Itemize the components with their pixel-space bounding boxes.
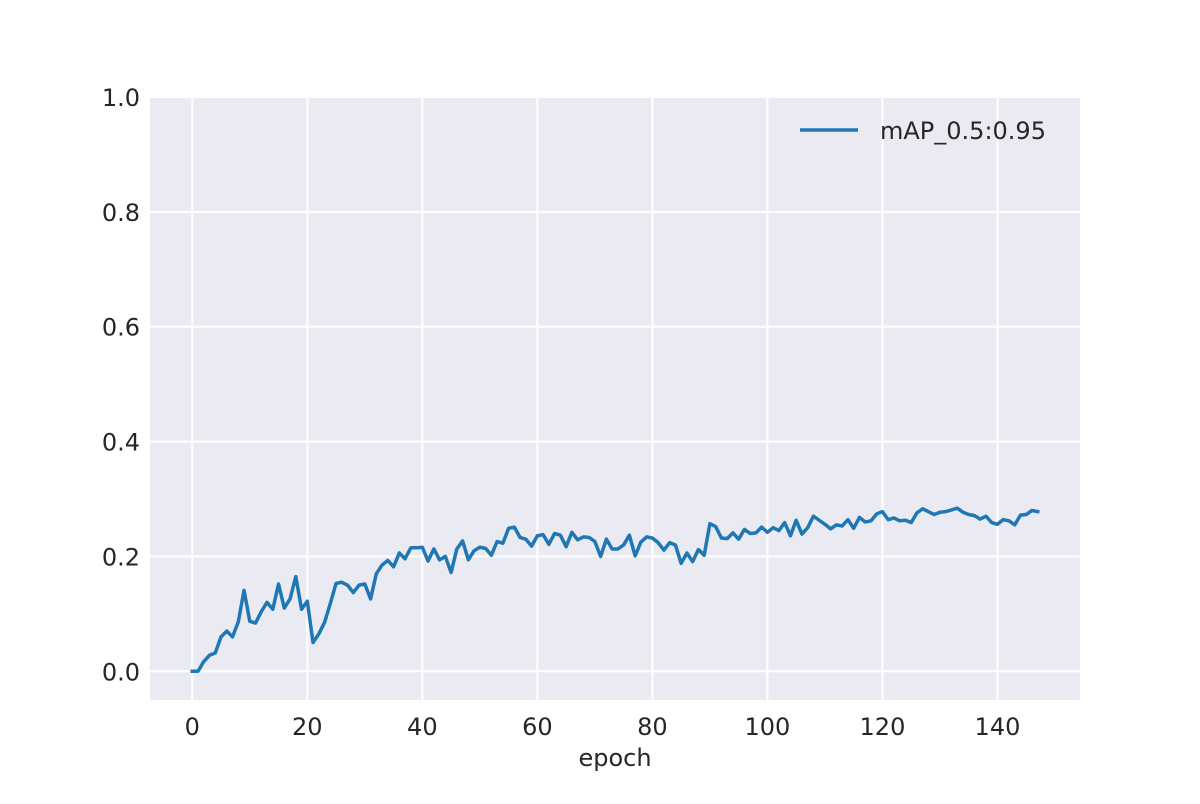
legend-label: mAP_0.5:0.95	[880, 117, 1046, 145]
x-tick-label: 40	[407, 713, 438, 741]
x-tick-label: 140	[975, 713, 1021, 741]
tick-labels: 0 20 40 60 80 100 120 140 0.0 0.2 0.4 0.6 0.8 1.0	[102, 84, 1021, 741]
y-tick-label: 0.2	[102, 543, 140, 571]
series-layer	[190, 506, 1040, 674]
x-tick-label: 60	[522, 713, 553, 741]
y-tick-label: 0.0	[102, 658, 140, 686]
grid	[150, 96, 1080, 700]
y-tick-label: 0.4	[102, 429, 140, 457]
x-axis-label: epoch	[578, 744, 651, 772]
x-tick-label: 100	[745, 713, 791, 741]
y-tick-label: 0.8	[102, 199, 140, 227]
plot-area	[150, 97, 1080, 700]
series-line	[190, 506, 1040, 674]
y-tick-label: 0.6	[102, 314, 140, 342]
x-tick-label: 80	[637, 713, 668, 741]
legend: mAP_0.5:0.95	[800, 117, 1046, 145]
y-tick-label: 1.0	[102, 84, 140, 112]
x-tick-label: 120	[860, 713, 906, 741]
x-tick-label: 20	[292, 713, 323, 741]
x-tick-label: 0	[185, 713, 200, 741]
